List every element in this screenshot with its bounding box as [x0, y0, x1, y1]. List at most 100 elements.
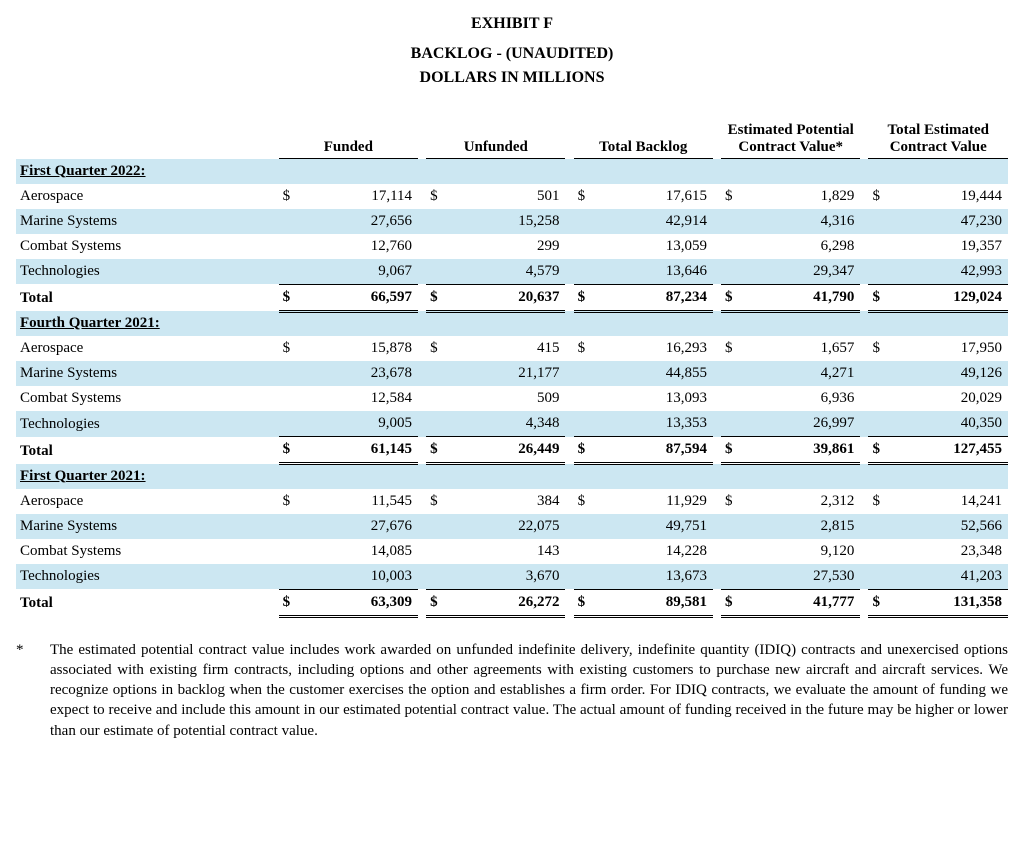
cell-value: 19,444 — [887, 184, 1008, 209]
currency-symbol — [426, 539, 444, 564]
total-label: Total — [16, 437, 279, 464]
currency-symbol — [426, 514, 444, 539]
cell-value: 27,676 — [297, 514, 418, 539]
currency-symbol: $ — [279, 336, 297, 361]
currency-symbol — [721, 386, 739, 411]
cell-value: 42,993 — [887, 259, 1008, 285]
cell-value: 127,455 — [887, 437, 1008, 464]
cell-value: 415 — [444, 336, 565, 361]
col-header: Total Backlog — [574, 118, 713, 159]
currency-symbol: $ — [279, 489, 297, 514]
footnote-text: The estimated potential contract value i… — [50, 640, 1008, 741]
cell-value: 501 — [444, 184, 565, 209]
table-row: Combat Systems12,76029913,0596,29819,357 — [16, 234, 1008, 259]
total-row: Total$63,309$26,272$89,581$41,777$131,35… — [16, 589, 1008, 616]
cell-value: 10,003 — [297, 564, 418, 590]
currency-symbol — [574, 209, 592, 234]
cell-value: 143 — [444, 539, 565, 564]
currency-symbol: $ — [426, 589, 444, 616]
table-row: Aerospace$15,878$415$16,293$1,657$17,950 — [16, 336, 1008, 361]
currency-symbol: $ — [279, 437, 297, 464]
title-line-3: DOLLARS IN MILLIONS — [16, 66, 1008, 90]
currency-symbol — [868, 539, 886, 564]
currency-symbol — [721, 411, 739, 437]
currency-symbol — [426, 386, 444, 411]
cell-value: 20,637 — [444, 284, 565, 311]
cell-value: 41,203 — [887, 564, 1008, 590]
cell-value: 299 — [444, 234, 565, 259]
title-line-1: EXHIBIT F — [16, 12, 1008, 36]
cell-value: 47,230 — [887, 209, 1008, 234]
currency-symbol — [868, 259, 886, 285]
currency-symbol: $ — [426, 284, 444, 311]
col-header: Unfunded — [426, 118, 565, 159]
cell-value: 6,936 — [739, 386, 860, 411]
currency-symbol — [721, 564, 739, 590]
cell-value: 4,579 — [444, 259, 565, 285]
currency-symbol: $ — [279, 284, 297, 311]
cell-value: 23,678 — [297, 361, 418, 386]
footnote-mark: * — [16, 640, 50, 741]
currency-symbol: $ — [279, 589, 297, 616]
cell-value: 13,646 — [592, 259, 713, 285]
currency-symbol: $ — [721, 437, 739, 464]
cell-value: 15,258 — [444, 209, 565, 234]
currency-symbol — [279, 411, 297, 437]
total-label: Total — [16, 284, 279, 311]
table-row: Marine Systems27,65615,25842,9144,31647,… — [16, 209, 1008, 234]
total-row: Total$61,145$26,449$87,594$39,861$127,45… — [16, 437, 1008, 464]
cell-value: 11,545 — [297, 489, 418, 514]
cell-value: 509 — [444, 386, 565, 411]
table-row: Technologies9,0054,34813,35326,99740,350 — [16, 411, 1008, 437]
cell-value: 16,293 — [592, 336, 713, 361]
table-row: Aerospace$17,114$501$17,615$1,829$19,444 — [16, 184, 1008, 209]
cell-value: 14,228 — [592, 539, 713, 564]
currency-symbol — [279, 259, 297, 285]
cell-value: 40,350 — [887, 411, 1008, 437]
currency-symbol — [868, 234, 886, 259]
currency-symbol — [721, 259, 739, 285]
cell-value: 61,145 — [297, 437, 418, 464]
cell-value: 13,673 — [592, 564, 713, 590]
row-label: Aerospace — [16, 184, 279, 209]
cell-value: 2,312 — [739, 489, 860, 514]
cell-value: 89,581 — [592, 589, 713, 616]
currency-symbol — [426, 234, 444, 259]
row-label: Aerospace — [16, 336, 279, 361]
cell-value: 9,005 — [297, 411, 418, 437]
cell-value: 87,234 — [592, 284, 713, 311]
row-label: Combat Systems — [16, 234, 279, 259]
cell-value: 17,114 — [297, 184, 418, 209]
row-label: Marine Systems — [16, 514, 279, 539]
row-label: Technologies — [16, 564, 279, 590]
cell-value: 4,271 — [739, 361, 860, 386]
currency-symbol — [868, 209, 886, 234]
currency-symbol — [279, 209, 297, 234]
currency-symbol: $ — [574, 284, 592, 311]
cell-value: 2,815 — [739, 514, 860, 539]
section-title: First Quarter 2021: — [16, 464, 279, 489]
backlog-table: Funded Unfunded Total Backlog Estimated … — [16, 118, 1008, 618]
cell-value: 26,997 — [739, 411, 860, 437]
currency-symbol: $ — [721, 589, 739, 616]
cell-value: 52,566 — [887, 514, 1008, 539]
row-label: Combat Systems — [16, 539, 279, 564]
currency-symbol: $ — [574, 589, 592, 616]
cell-value: 12,760 — [297, 234, 418, 259]
section-title: Fourth Quarter 2021: — [16, 311, 279, 336]
currency-symbol — [574, 259, 592, 285]
currency-symbol — [721, 234, 739, 259]
currency-symbol — [574, 564, 592, 590]
row-label: Marine Systems — [16, 361, 279, 386]
currency-symbol — [426, 361, 444, 386]
cell-value: 22,075 — [444, 514, 565, 539]
table-row: Combat Systems12,58450913,0936,93620,029 — [16, 386, 1008, 411]
cell-value: 9,067 — [297, 259, 418, 285]
table-row: Combat Systems14,08514314,2289,12023,348 — [16, 539, 1008, 564]
title-line-2: BACKLOG - (UNAUDITED) — [16, 42, 1008, 66]
currency-symbol — [721, 539, 739, 564]
row-label: Marine Systems — [16, 209, 279, 234]
currency-symbol: $ — [721, 184, 739, 209]
currency-symbol: $ — [574, 184, 592, 209]
currency-symbol: $ — [426, 336, 444, 361]
